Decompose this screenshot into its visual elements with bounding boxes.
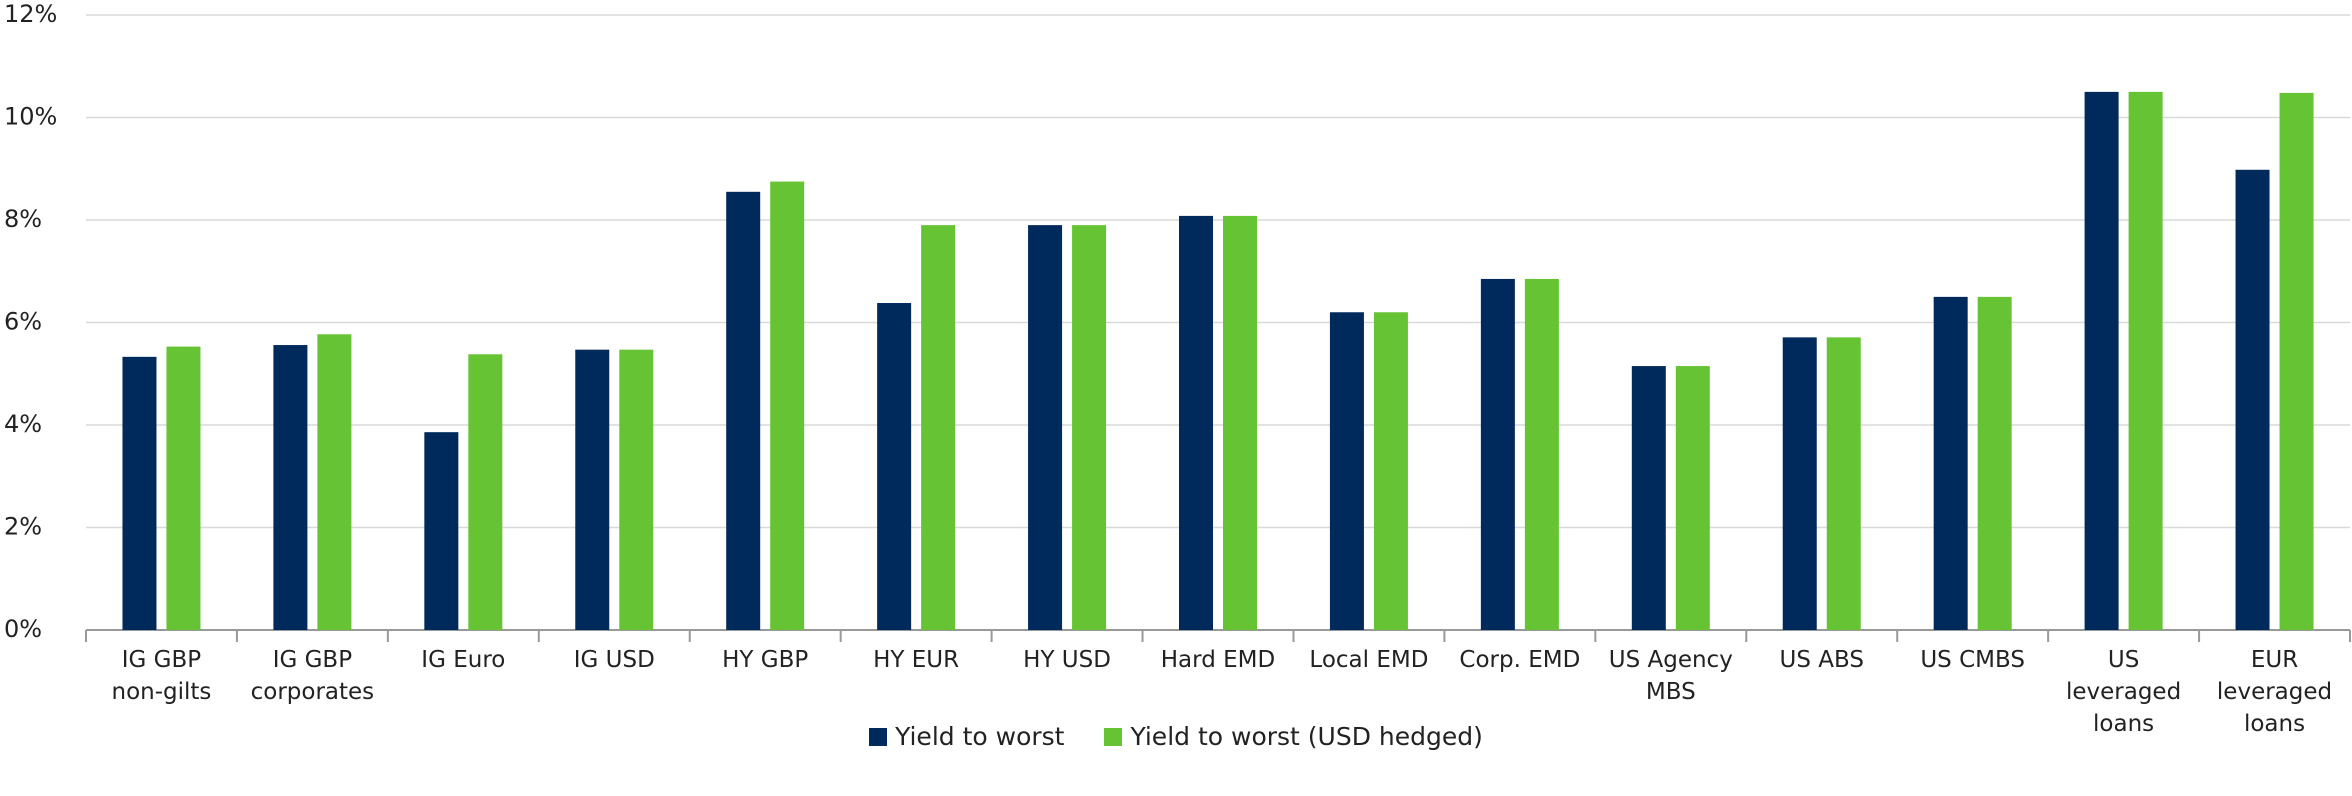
y-tick-label: 0% <box>4 615 42 643</box>
y-tick-label: 4% <box>4 410 42 438</box>
bar <box>726 191 761 630</box>
legend: Yield to worst Yield to worst (USD hedged… <box>0 722 2352 751</box>
bar <box>1179 215 1213 630</box>
bar <box>921 225 956 630</box>
legend-swatch <box>1104 727 1123 746</box>
bar <box>317 334 352 630</box>
bar <box>166 346 201 630</box>
bar <box>273 345 308 630</box>
x-tick-label: IG GBP non-gilts <box>111 647 212 705</box>
bar <box>1072 225 1107 630</box>
bar <box>122 356 157 630</box>
bar <box>2235 169 2270 630</box>
x-tick-label: Local EMD <box>1309 647 1429 673</box>
legend-item: Yield to worst (USD hedged) <box>1104 722 1483 751</box>
legend-swatch <box>869 727 888 746</box>
bar <box>2279 92 2314 630</box>
legend-label: Yield to worst (USD hedged) <box>1130 722 1483 751</box>
x-tick-label: US CMBS <box>1920 647 2025 673</box>
y-tick-label: 12% <box>4 0 57 28</box>
x-tick-label: IG Euro <box>421 647 506 673</box>
legend-item: Yield to worst <box>869 722 1064 751</box>
bar <box>1782 337 1817 630</box>
x-tick-label: HY EUR <box>873 647 960 673</box>
bar <box>1933 296 1968 630</box>
bar <box>770 181 805 630</box>
x-tick-label: IG USD <box>573 647 655 673</box>
bar <box>1373 312 1408 630</box>
x-tick-label: US leveraged loans <box>2065 647 2182 737</box>
bar <box>1675 366 1710 630</box>
y-tick-label: 8% <box>4 205 42 233</box>
bar <box>424 432 459 630</box>
legend-label: Yield to worst <box>895 722 1065 751</box>
x-tick-label: Corp. EMD <box>1459 647 1581 673</box>
bar <box>575 349 610 630</box>
y-tick-label: 6% <box>4 308 42 336</box>
bar <box>1977 296 2012 630</box>
bar <box>1223 215 1257 630</box>
y-tick-label: 2% <box>4 513 42 541</box>
y-tick-label: 10% <box>4 103 57 131</box>
x-tick-label: HY GBP <box>722 647 809 673</box>
bar <box>1631 366 1666 630</box>
bar <box>1028 225 1063 630</box>
bar <box>1480 278 1515 630</box>
x-tick-label: US ABS <box>1779 647 1864 673</box>
x-tick-label: US Agency MBS <box>1608 647 1733 705</box>
x-tick-label: EUR leveraged loans <box>2216 647 2333 737</box>
x-tick-label: Hard EMD <box>1160 647 1276 673</box>
x-tick-label: IG GBP corporates <box>250 647 375 705</box>
x-tick-label: HY USD <box>1023 647 1111 673</box>
bar <box>619 349 654 630</box>
bar <box>1524 278 1559 630</box>
bar <box>1329 312 1364 630</box>
bar <box>877 303 912 630</box>
bar <box>2128 91 2163 630</box>
bar <box>468 354 503 630</box>
bar <box>2084 91 2119 630</box>
bar <box>1826 337 1861 630</box>
